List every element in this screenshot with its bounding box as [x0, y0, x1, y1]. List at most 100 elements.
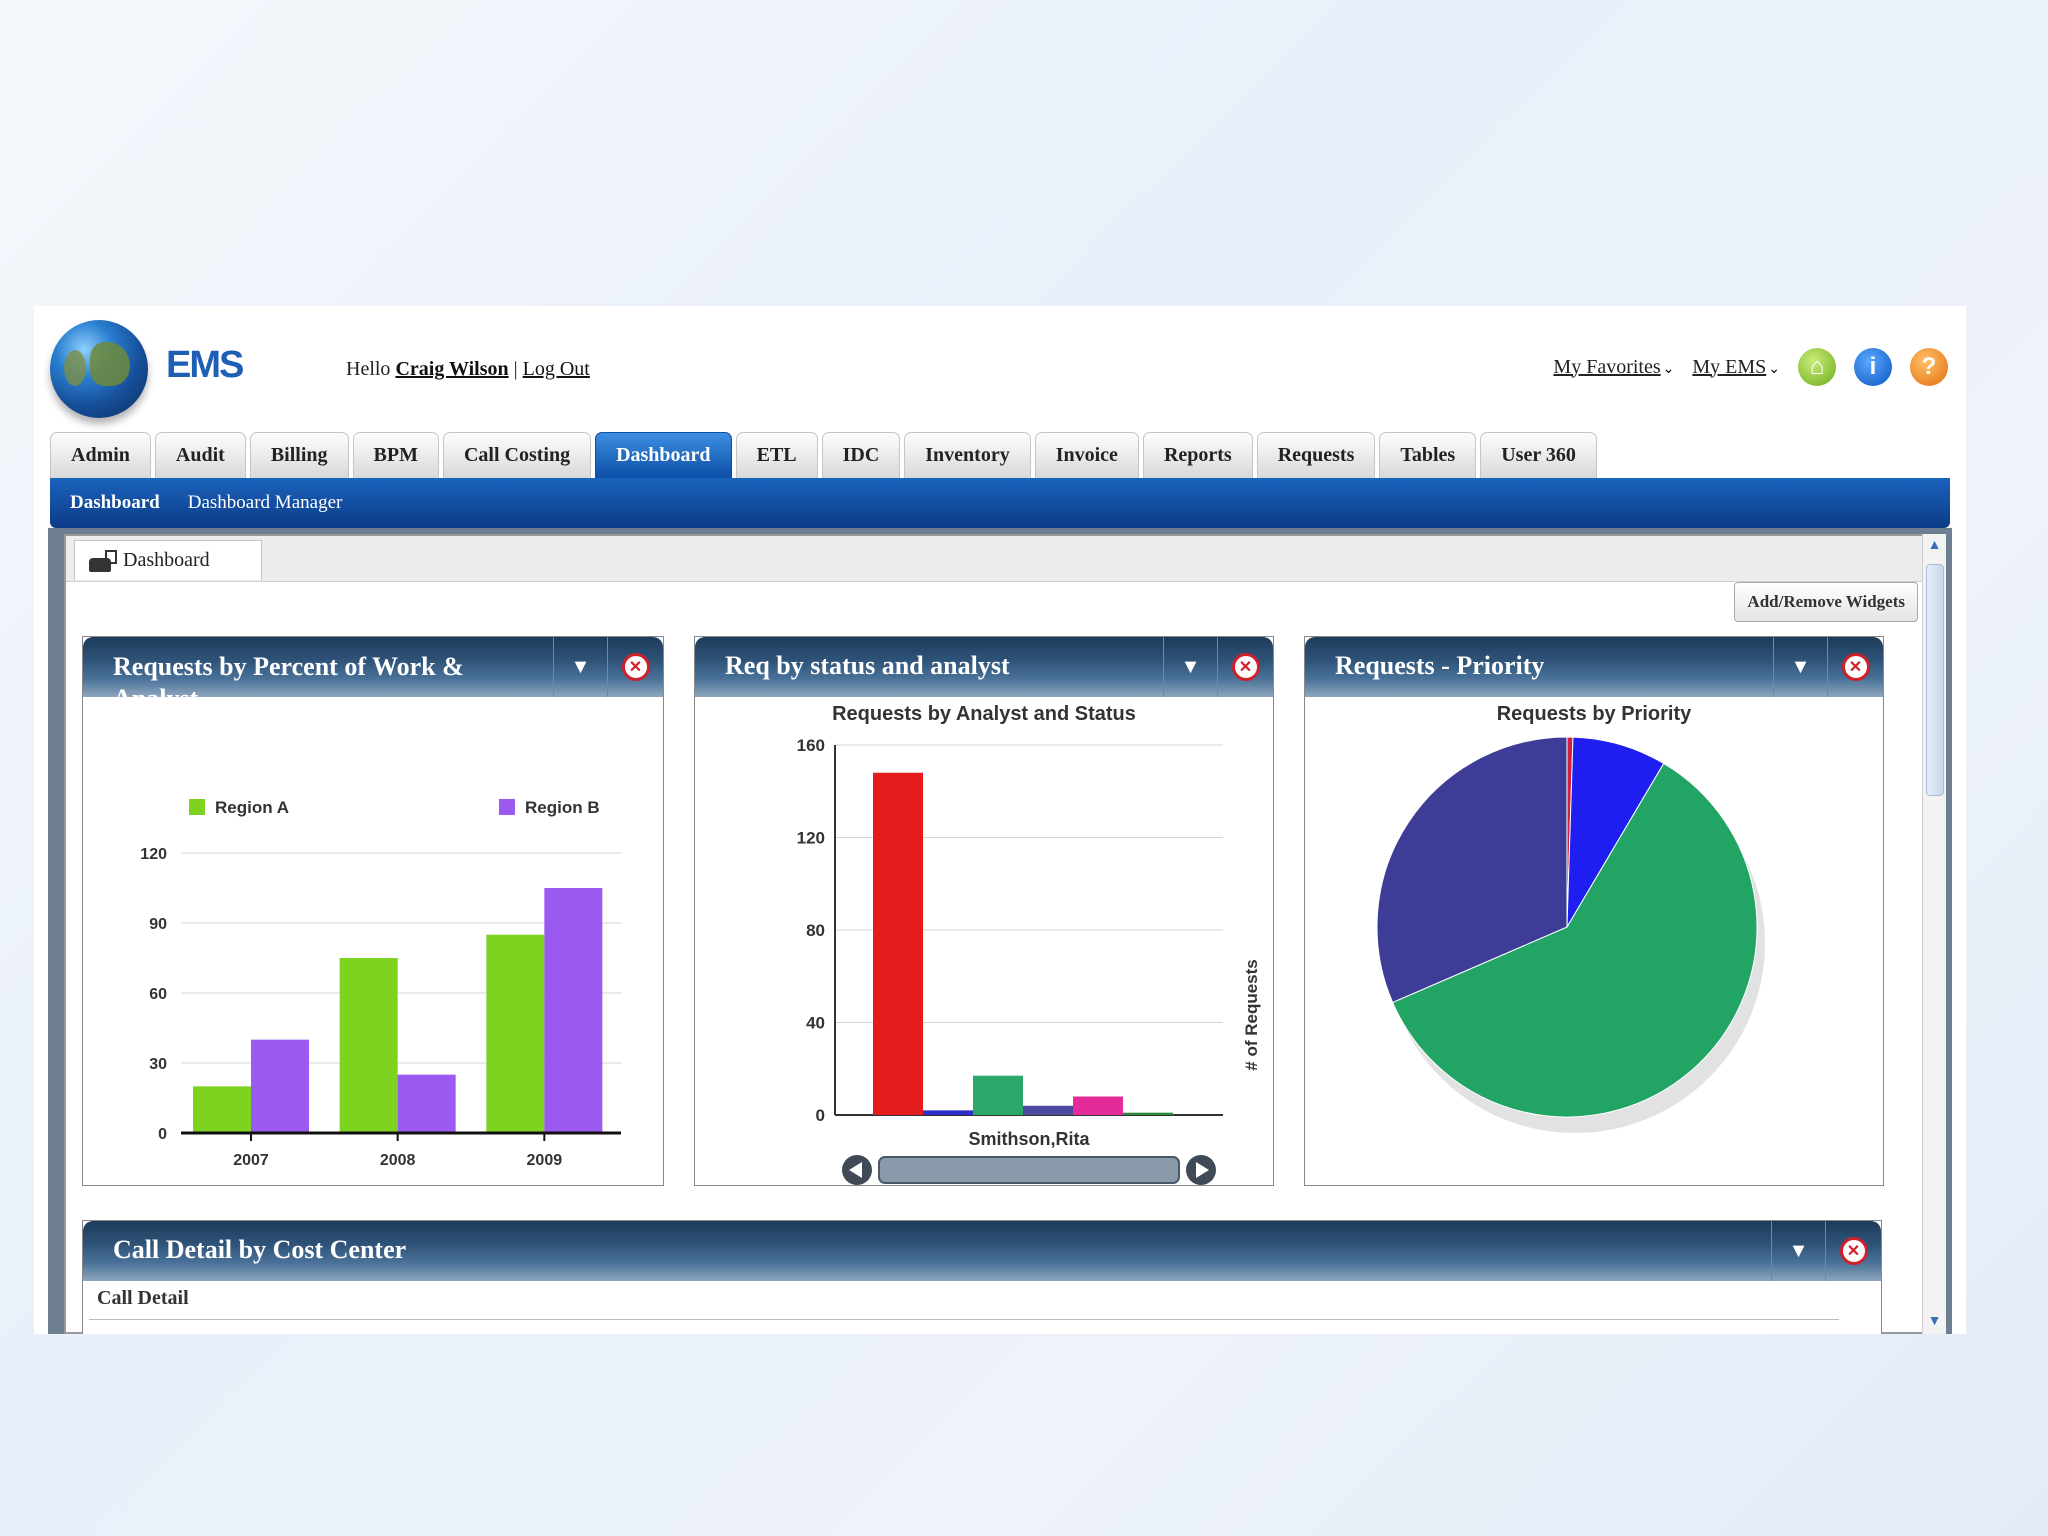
scrollbar-thumb[interactable]	[1926, 564, 1944, 796]
tab-invoice[interactable]: Invoice	[1034, 432, 1139, 478]
pie-slice	[1566, 736, 1665, 928]
close-circle: ✕	[1231, 653, 1260, 681]
my-favorites-label: My Favorites	[1553, 355, 1661, 378]
close-circle: ✕	[1841, 653, 1870, 681]
y-tick-label: 30	[149, 1056, 167, 1073]
close-icon[interactable]: ✕	[1825, 1221, 1881, 1281]
main-tabs: Admin Audit Billing BPM Call Costing Das…	[50, 432, 1597, 478]
tab-requests[interactable]: Requests	[1256, 432, 1376, 478]
chevron-down-icon[interactable]: ▼	[1163, 637, 1217, 697]
y-tick-label: 60	[149, 986, 167, 1003]
info-icon[interactable]: i	[1854, 348, 1892, 386]
my-ems-menu[interactable]: My EMS ⌄	[1692, 356, 1780, 379]
widget-call-detail: Call Detail by Cost Center ▼ ✕ Call Deta…	[82, 1220, 1882, 1334]
bar-chart-region: Region A Region B 0 30 60 90 120 2007 2008 2009	[140, 798, 621, 1167]
bar	[973, 1075, 1023, 1115]
user-name-link[interactable]: Craig Wilson	[395, 358, 509, 380]
subnav-dashboard-manager[interactable]: Dashboard Manager	[187, 492, 343, 513]
tab-call-costing[interactable]: Call Costing	[442, 432, 592, 478]
home-icon[interactable]: ⌂	[1798, 348, 1836, 386]
x-tick-label: 2008	[380, 1152, 416, 1167]
bar	[397, 1074, 456, 1133]
legend-swatch	[189, 799, 205, 815]
bar	[339, 958, 398, 1133]
tab-etl[interactable]: ETL	[735, 432, 818, 478]
y-tick-label: 0	[816, 1106, 825, 1125]
legend-label: Region B	[525, 798, 600, 817]
vertical-scrollbar[interactable]: ▲ ▼	[1922, 534, 1946, 1334]
tab-dashboard[interactable]: Dashboard	[595, 432, 732, 478]
scroll-down-icon[interactable]: ▼	[1927, 1314, 1942, 1329]
bar	[1023, 1105, 1073, 1115]
call-detail-label: Call Detail	[97, 1287, 189, 1309]
widget-requests-percent-work: Requests by Percent of Work & Analyst ▼ …	[82, 636, 664, 1186]
app-header: EMS Hello Craig Wilson | Log Out My Favo…	[34, 306, 1966, 426]
close-icon[interactable]: ✕	[1217, 637, 1273, 697]
analyst-status-chart: 0 40 80 120 160 Smithson,Rita # of Requests	[797, 736, 1261, 1185]
legend-swatch	[499, 799, 515, 815]
close-icon[interactable]: ✕	[607, 637, 663, 697]
close-icon[interactable]: ✕	[1827, 637, 1883, 697]
subnav-dashboard[interactable]: Dashboard	[70, 492, 160, 513]
y-tick-label: 120	[797, 829, 825, 848]
chevron-down-icon[interactable]: ▼	[1771, 1221, 1825, 1281]
chevron-down-icon[interactable]: ▼	[553, 637, 607, 697]
ems-app-window: EMS Hello Craig Wilson | Log Out My Favo…	[34, 306, 1966, 1334]
tab-user-360[interactable]: User 360	[1480, 432, 1597, 478]
y-tick-label: 160	[797, 736, 825, 755]
widget-title: Requests - Priority	[1335, 651, 1545, 680]
widget-header: Req by status and analyst ▼ ✕	[695, 637, 1273, 697]
x-tick-label: 2009	[527, 1152, 563, 1167]
close-circle: ✕	[1839, 1237, 1868, 1265]
chevron-down-icon: ⌄	[1768, 361, 1780, 377]
add-remove-widgets-button[interactable]: Add/Remove Widgets	[1734, 582, 1918, 622]
greeting-prefix: Hello	[346, 358, 391, 380]
bar	[193, 1086, 251, 1133]
widget-header: Call Detail by Cost Center ▼ ✕	[83, 1221, 1881, 1281]
phone-icon	[89, 549, 117, 572]
y-tick-label: 0	[158, 1126, 167, 1143]
close-circle: ✕	[621, 653, 650, 681]
bar	[873, 772, 923, 1115]
content-tabbar: Dashboard	[66, 536, 1924, 582]
chevron-down-icon: ⌄	[1662, 361, 1675, 377]
y-tick-label: 80	[806, 921, 825, 940]
x-tick-label: 2007	[233, 1152, 269, 1167]
tab-idc[interactable]: IDC	[821, 432, 901, 478]
dashboard-content-tab[interactable]: Dashboard	[74, 540, 262, 580]
help-icon[interactable]: ?	[1910, 348, 1948, 386]
tab-tables[interactable]: Tables	[1379, 432, 1477, 478]
pie-slice	[1376, 736, 1568, 1004]
priority-pie-chart	[1376, 736, 1765, 1133]
dashboard-content: Dashboard Add/Remove Widgets Requests by…	[64, 534, 1926, 1334]
widget-title: Call Detail by Cost Center	[113, 1235, 407, 1264]
widget-req-status-analyst: Req by status and analyst ▼ ✕ Requests b…	[694, 636, 1274, 1186]
content-tab-label: Dashboard	[123, 549, 210, 571]
tab-admin[interactable]: Admin	[50, 432, 151, 478]
logout-link[interactable]: Log Out	[522, 358, 590, 380]
tab-bpm[interactable]: BPM	[352, 432, 439, 478]
slider-right-arrow-glyph	[1196, 1162, 1209, 1178]
pie-slice	[1391, 762, 1758, 1118]
sub-navigation: Dashboard Dashboard Manager	[50, 478, 1950, 528]
widget-header: Requests by Percent of Work & Analyst ▼ …	[83, 637, 663, 713]
globe-logo-icon	[50, 320, 148, 418]
bar	[1073, 1096, 1123, 1115]
chart-title: Requests by Priority	[1496, 703, 1692, 725]
greeting-separator: |	[513, 358, 518, 380]
bar	[923, 1110, 973, 1115]
widget-title: Requests by Percent of Work & Analyst	[113, 652, 464, 713]
my-favorites-menu[interactable]: My Favorites ⌄	[1553, 356, 1674, 379]
scroll-up-icon[interactable]: ▲	[1927, 538, 1942, 553]
greeting: Hello Craig Wilson | Log Out	[346, 358, 590, 381]
tab-inventory[interactable]: Inventory	[904, 432, 1031, 478]
legend-label: Region A	[215, 798, 289, 817]
range-slider-track	[878, 1156, 1180, 1184]
chevron-down-icon[interactable]: ▼	[1773, 637, 1827, 697]
tab-reports[interactable]: Reports	[1142, 432, 1253, 478]
tab-audit[interactable]: Audit	[154, 432, 246, 478]
tab-billing[interactable]: Billing	[249, 432, 349, 478]
widget-requests-priority: Requests - Priority ▼ ✕ Requests by Prio…	[1304, 636, 1884, 1186]
call-detail-grid	[89, 1319, 1839, 1323]
app-logo: EMS	[166, 344, 244, 386]
